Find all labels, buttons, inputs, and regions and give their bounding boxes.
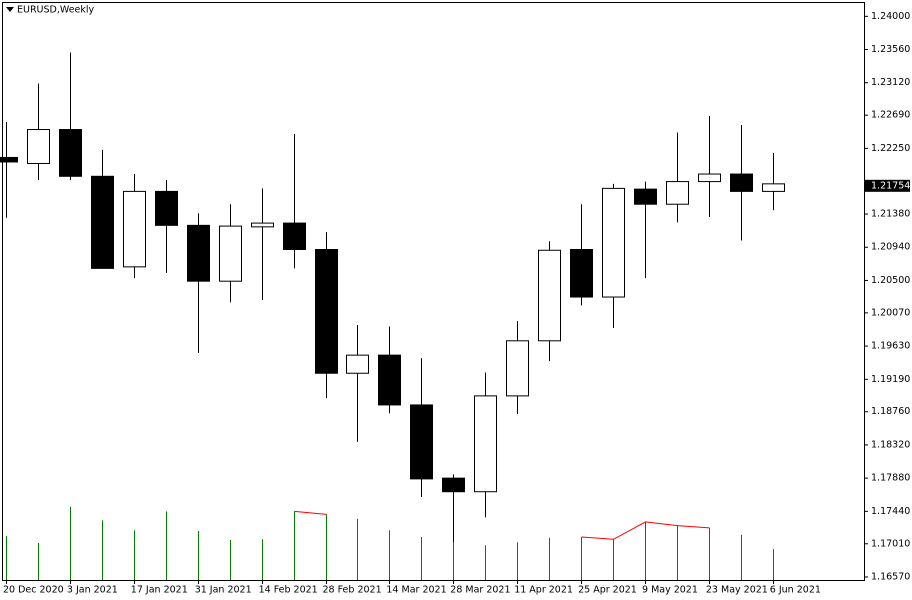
y-tick-label: 1.22690	[871, 110, 910, 121]
candle-body	[410, 404, 433, 480]
y-tick-label: 1.22250	[871, 143, 910, 154]
x-tick-label: 6 Jun 2021	[770, 585, 821, 596]
x-tick-label: 11 Apr 2021	[514, 585, 573, 596]
symbol-menu-arrow[interactable]	[6, 7, 14, 12]
plot-frame	[2, 2, 865, 581]
candle-body	[91, 175, 114, 269]
candle-body	[474, 395, 497, 493]
y-tick-label: 1.19190	[871, 374, 910, 385]
candle-body	[187, 224, 210, 282]
candle-body	[602, 187, 625, 298]
chart-title: EURUSD,Weekly	[17, 5, 95, 16]
candle-body	[762, 183, 785, 192]
y-tick-label: 1.20070	[871, 307, 910, 318]
y-tick-label: 1.20500	[871, 275, 910, 286]
candle-body	[666, 181, 689, 205]
y-tick-label: 1.24000	[871, 11, 910, 22]
candle-body	[59, 129, 82, 177]
candle-body	[0, 156, 18, 163]
y-tick-label: 1.23560	[871, 44, 910, 55]
candle-body	[283, 222, 306, 250]
current-price-label: 1.21754	[871, 180, 910, 191]
x-tick-label: 9 May 2021	[642, 585, 698, 596]
x-tick-label: 28 Feb 2021	[323, 585, 382, 596]
candle-body	[698, 173, 721, 183]
candle-body	[251, 222, 274, 228]
candle-body	[123, 190, 146, 268]
y-tick-label: 1.18760	[871, 406, 910, 417]
candle-body	[570, 248, 593, 298]
indicator-line	[294, 510, 327, 515]
current-price-box	[865, 179, 910, 192]
y-tick-label: 1.18320	[871, 439, 910, 450]
candle-body	[219, 225, 242, 282]
candle-body	[442, 477, 465, 493]
indicator-line	[581, 521, 710, 540]
y-tick-label: 1.19630	[871, 341, 910, 352]
y-tick-label: 1.23120	[871, 77, 910, 88]
candle-body	[155, 190, 178, 226]
y-tick-label: 1.20940	[871, 242, 910, 253]
x-tick-label: 3 Jan 2021	[67, 585, 118, 596]
x-tick-label: 17 Jan 2021	[131, 585, 188, 596]
candle-body	[378, 354, 401, 406]
candle-body	[27, 129, 50, 164]
candle-body	[506, 340, 529, 397]
x-tick-label: 23 May 2021	[706, 585, 768, 596]
y-tick-label: 1.17010	[871, 538, 910, 549]
y-tick-label: 1.21380	[871, 209, 910, 220]
candle-body	[538, 249, 561, 342]
y-tick-label: 1.17440	[871, 506, 910, 517]
y-tick-label: 1.16570	[871, 571, 910, 582]
candle-body	[730, 173, 753, 192]
x-tick-label: 20 Dec 2020	[3, 585, 64, 596]
y-tick-label: 1.17880	[871, 473, 910, 484]
x-tick-label: 31 Jan 2021	[195, 585, 252, 596]
x-tick-label: 25 Apr 2021	[578, 585, 637, 596]
candle-body	[346, 354, 369, 374]
candle-body	[634, 188, 657, 205]
x-tick-label: 14 Feb 2021	[259, 585, 318, 596]
x-tick-label: 14 Mar 2021	[386, 585, 446, 596]
candle-body	[315, 248, 338, 374]
x-tick-label: 28 Mar 2021	[450, 585, 510, 596]
